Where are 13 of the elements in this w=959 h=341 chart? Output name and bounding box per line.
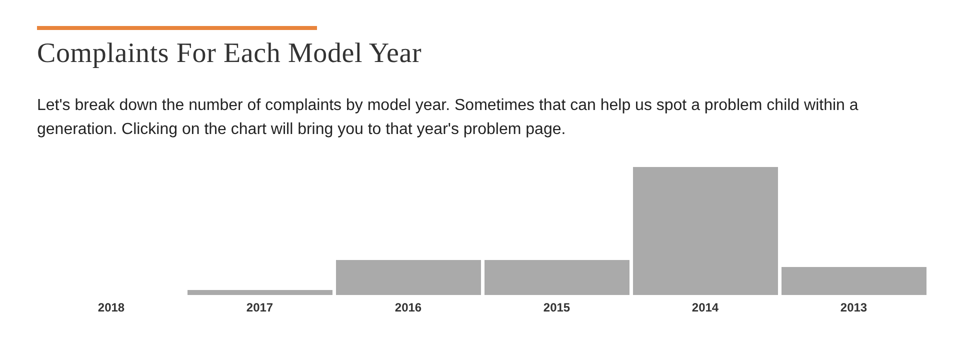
bar [633,167,778,295]
x-tick-label: 2017 [246,300,274,315]
x-tick-label: 2016 [394,300,422,315]
x-tick-label: 2018 [98,300,125,315]
x-tick-label: 2015 [543,300,570,315]
chart-subtitle: Let's break down the number of complaints by model year. Sometimes that can help us spot a problem child within a generation. Clicking on the chart will bring you to that year's problem page. [37,96,860,140]
chart-title: Complaints For Each Model Year [37,38,422,70]
x-tick-label: 2013 [840,300,868,315]
bar [336,260,481,295]
x-tick-label: 2014 [692,300,719,315]
bar [188,290,332,295]
bar [782,266,926,295]
bar [484,260,630,295]
